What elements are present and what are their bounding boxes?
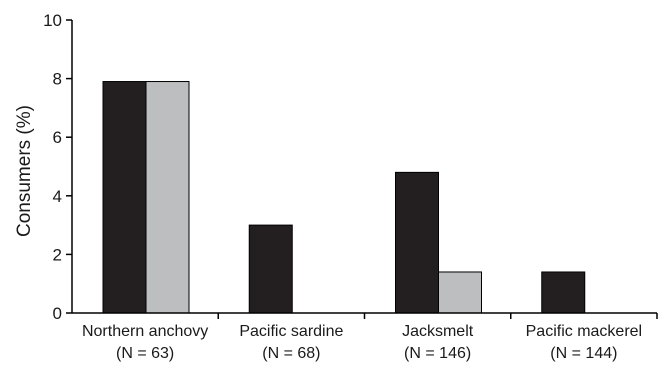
- bar-2-cat-3: [438, 271, 482, 314]
- y-axis-ticks: 0 2 4 6 8 10: [43, 11, 72, 323]
- category-label: Pacific sardine: [239, 323, 343, 340]
- y-tick-label: 2: [53, 245, 62, 264]
- bar-1-cat-3: [395, 171, 439, 314]
- bar-1-cat-1: [102, 81, 147, 314]
- category-label: Pacific mackerel: [526, 323, 642, 340]
- bar-1-cat-2: [248, 224, 293, 314]
- category-label: Northern anchovy: [82, 323, 208, 340]
- y-tick-label: 8: [53, 70, 62, 89]
- category-label: Jacksmelt: [402, 323, 474, 340]
- y-tick-label: 4: [53, 187, 62, 206]
- category-sample-size: (N = 146): [404, 345, 471, 362]
- bars: [102, 81, 586, 314]
- x-axis-labels: Northern anchovy (N = 63) Pacific sardine (…: [82, 313, 658, 362]
- y-axis-title: Consumers (%): [14, 105, 35, 237]
- category-sample-size: (N = 63): [116, 345, 174, 362]
- bar-1-cat-4: [541, 271, 586, 314]
- category-sample-size: (N = 144): [550, 345, 617, 362]
- y-tick-label: 6: [53, 128, 62, 147]
- category-sample-size: (N = 68): [262, 345, 320, 362]
- y-tick-label: 0: [53, 304, 62, 323]
- bar-2-cat-1: [145, 81, 190, 314]
- y-tick-label: 10: [43, 11, 62, 30]
